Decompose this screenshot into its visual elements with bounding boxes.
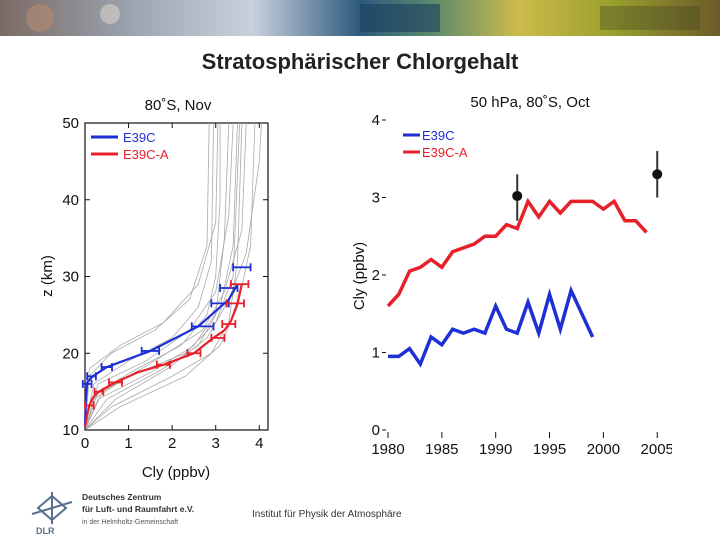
chart2-series bbox=[386, 197, 648, 368]
x-tick-label: 0 bbox=[81, 435, 89, 452]
y-tick-label: 0 bbox=[372, 422, 380, 439]
chart1-ticks: 0 1 2 3 4 10 20 30 40 50 bbox=[62, 115, 268, 452]
y-tick-label: 20 bbox=[62, 345, 79, 362]
series-line-e39c bbox=[388, 285, 595, 368]
observation-point-0 bbox=[512, 190, 523, 201]
x-tick-label: 4 bbox=[255, 435, 263, 452]
chart1-errorbars bbox=[81, 263, 252, 410]
observation-point-1 bbox=[652, 169, 663, 180]
legend-label-e39c-a: E39C-A bbox=[123, 147, 169, 162]
chart2-observations bbox=[512, 151, 663, 221]
legend-label-e39c: E39C bbox=[422, 128, 455, 143]
chart1-title: 80˚S, Nov bbox=[145, 97, 212, 114]
ensemble-line-5 bbox=[84, 122, 256, 431]
chart1-ylabel: z (km) bbox=[40, 255, 56, 297]
chart2-ylabel: Cly (ppbv) bbox=[351, 242, 368, 310]
chart2-title: 50 hPa, 80˚S, Oct bbox=[470, 94, 590, 111]
x-tick-label: 2005 bbox=[641, 441, 672, 458]
x-tick-label: 1980 bbox=[371, 441, 404, 458]
y-tick-label: 2 bbox=[372, 267, 380, 284]
y-tick-label: 50 bbox=[62, 115, 79, 132]
logo-abbrev: DLR bbox=[36, 526, 55, 536]
ensemble-line-6 bbox=[84, 122, 234, 431]
y-tick-label: 10 bbox=[62, 422, 79, 439]
series-line-e39c-a bbox=[386, 197, 648, 308]
slide-title: Stratosphärischer Chlorgehalt bbox=[201, 49, 519, 74]
x-tick-label: 3 bbox=[212, 435, 220, 452]
legend-label-e39c-a: E39C-A bbox=[422, 145, 468, 160]
chart2-legend: E39C E39C-A bbox=[403, 128, 468, 160]
ensemble-line-10 bbox=[84, 122, 262, 431]
x-tick-label: 1995 bbox=[533, 441, 566, 458]
ensemble-line-11 bbox=[84, 122, 238, 431]
chart1-series bbox=[83, 283, 243, 427]
ensemble-line-8 bbox=[84, 122, 241, 431]
y-tick-label: 3 bbox=[372, 190, 380, 207]
y-tick-label: 1 bbox=[372, 345, 380, 362]
footer-text: Institut für Physik der Atmosphäre bbox=[252, 509, 402, 520]
dlr-logo: DLR Deutsches Zentrum für Luft- und Raum… bbox=[31, 492, 194, 536]
y-tick-label: 4 bbox=[372, 112, 380, 129]
logo-line2: für Luft- und Raumfahrt e.V. bbox=[82, 504, 194, 514]
x-tick-label: 1 bbox=[124, 435, 132, 452]
chart1-xlabel: Cly (ppbv) bbox=[142, 464, 210, 481]
x-tick-label: 2 bbox=[168, 435, 176, 452]
series-line-e39c-a bbox=[83, 283, 243, 427]
logo-line1: Deutsches Zentrum bbox=[82, 492, 162, 502]
y-tick-label: 30 bbox=[62, 269, 79, 286]
x-tick-label: 1985 bbox=[425, 441, 458, 458]
ensemble-line-9 bbox=[84, 122, 219, 431]
chart1-legend: E39C E39C-A bbox=[91, 130, 169, 162]
profile-chart: 80˚S, Nov 0 1 2 3 4 10 20 30 40 50 E39C E39C-A Cl… bbox=[40, 97, 269, 481]
x-tick-label: 2000 bbox=[587, 441, 620, 458]
ensemble-line-0 bbox=[84, 123, 221, 431]
dlr-emblem-icon bbox=[31, 492, 73, 524]
timeseries-chart: 50 hPa, 80˚S, Oct 1980 1985 1990 1995 2000 20… bbox=[351, 94, 672, 458]
series-line-e39c bbox=[83, 283, 239, 427]
header-banner bbox=[0, 0, 720, 36]
ensemble-line-2 bbox=[84, 122, 214, 431]
legend-label-e39c: E39C bbox=[123, 130, 156, 145]
logo-line3: in der Helmholtz-Gemeinschaft bbox=[82, 519, 178, 526]
y-tick-label: 40 bbox=[62, 192, 79, 209]
ensemble-line-1 bbox=[84, 122, 230, 431]
x-tick-label: 1990 bbox=[479, 441, 512, 458]
ensemble-line-4 bbox=[84, 122, 210, 431]
chart2-ticks: 1980 1985 1990 1995 2000 2005 0 1 2 3 4 bbox=[371, 112, 672, 458]
